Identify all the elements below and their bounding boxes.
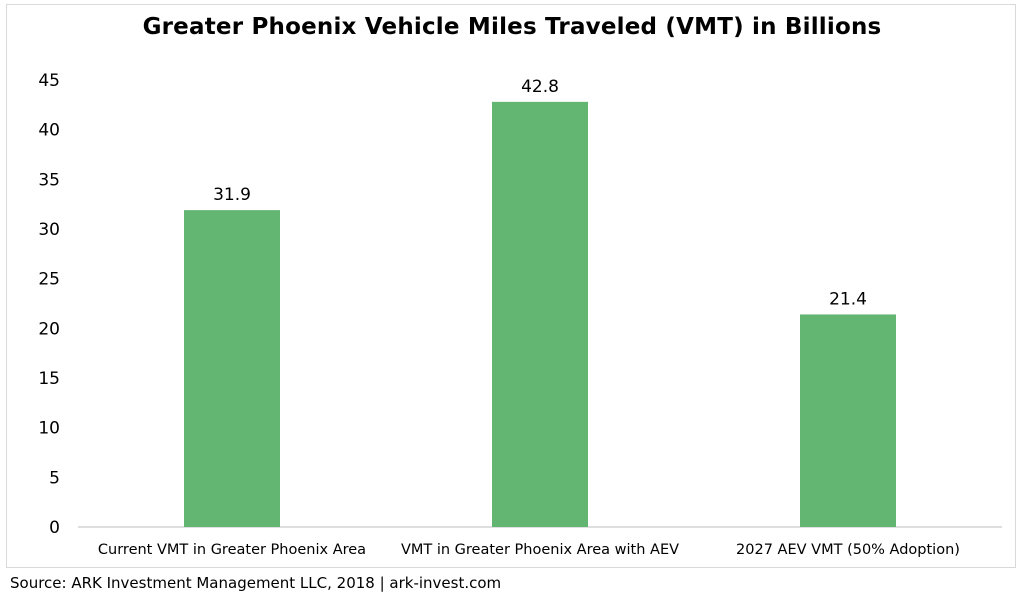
y-tick-label: 5 bbox=[49, 468, 60, 488]
category-label: Current VMT in Greater Phoenix Area bbox=[98, 542, 366, 558]
y-tick-label: 45 bbox=[38, 71, 60, 91]
data-labels: 31.9 42.8 21.4 bbox=[213, 77, 867, 310]
y-tick-label: 35 bbox=[38, 170, 60, 190]
y-tick-label: 40 bbox=[38, 121, 60, 141]
bar-chart: 0 5 10 15 20 25 30 35 40 45 31.9 42.8 21.4 Current … bbox=[38, 71, 1002, 558]
y-axis-labels: 0 5 10 15 20 25 30 35 40 45 bbox=[38, 71, 60, 538]
category-label: 2027 AEV VMT (50% Adoption) bbox=[736, 542, 960, 558]
bar-data-label: 31.9 bbox=[213, 185, 251, 205]
category-label: VMT in Greater Phoenix Area with AEV bbox=[401, 542, 679, 558]
y-tick-label: 30 bbox=[38, 220, 60, 240]
bar bbox=[184, 210, 280, 528]
category-labels: Current VMT in Greater Phoenix Area VMT i… bbox=[98, 542, 960, 558]
source-note: Source: ARK Investment Management LLC, 2… bbox=[10, 574, 502, 592]
bars bbox=[184, 101, 896, 528]
chart-title: Greater Phoenix Vehicle Miles Traveled (… bbox=[142, 14, 882, 40]
y-tick-label: 20 bbox=[38, 319, 60, 339]
y-tick-label: 0 bbox=[49, 518, 60, 538]
bar bbox=[800, 314, 896, 527]
bar-data-label: 42.8 bbox=[521, 77, 559, 97]
y-tick-label: 15 bbox=[38, 369, 60, 389]
y-tick-label: 25 bbox=[38, 270, 60, 290]
bar-data-label: 21.4 bbox=[829, 289, 867, 309]
y-tick-label: 10 bbox=[38, 419, 60, 439]
bar bbox=[492, 101, 588, 527]
